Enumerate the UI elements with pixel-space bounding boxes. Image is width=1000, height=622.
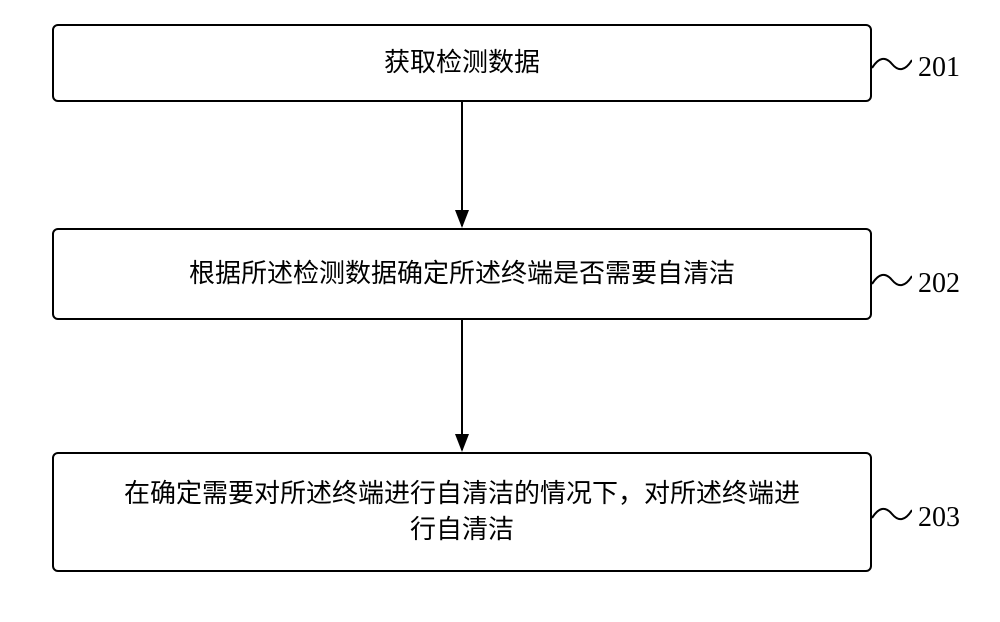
tilde-connector-3 xyxy=(872,504,912,524)
tilde-connector-2 xyxy=(872,270,912,290)
step-label-3: 203 xyxy=(918,502,960,534)
flowchart-node-1: 获取检测数据 xyxy=(52,24,872,102)
flowchart-node-2: 根据所述检测数据确定所述终端是否需要自清洁 xyxy=(52,228,872,320)
flowchart-canvas: 获取检测数据 根据所述检测数据确定所述终端是否需要自清洁 在确定需要对所述终端进… xyxy=(0,0,1000,622)
node-text: 在确定需要对所述终端进行自清洁的情况下，对所述终端进行自清洁 xyxy=(114,476,810,549)
step-label-1: 201 xyxy=(918,52,960,84)
step-label-2: 202 xyxy=(918,268,960,300)
node-text: 获取检测数据 xyxy=(384,45,540,81)
flowchart-node-3: 在确定需要对所述终端进行自清洁的情况下，对所述终端进行自清洁 xyxy=(52,452,872,572)
node-text: 根据所述检测数据确定所述终端是否需要自清洁 xyxy=(189,256,735,292)
tilde-connector-1 xyxy=(872,54,912,74)
